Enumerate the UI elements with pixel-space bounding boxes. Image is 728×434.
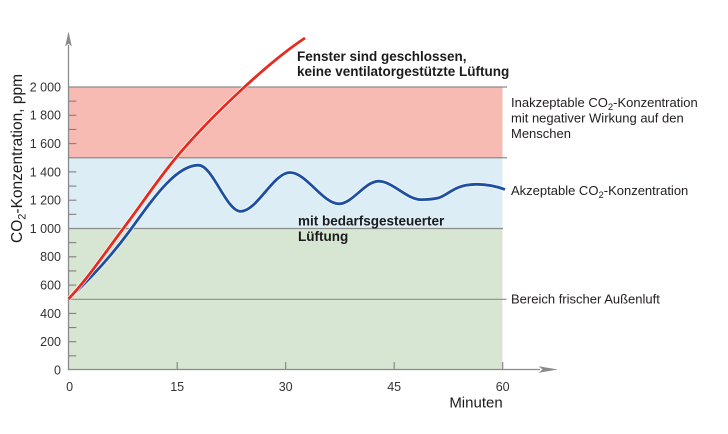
svg-text:keine ventilatorgestützte Lüft: keine ventilatorgestützte Lüftung (297, 64, 509, 79)
svg-text:1 800: 1 800 (30, 109, 61, 123)
svg-text:Bereich frischer Außenluft: Bereich frischer Außenluft (511, 292, 660, 307)
svg-text:Akzeptable CO2-Konzentration: Akzeptable CO2-Konzentration (511, 183, 688, 201)
svg-text:1 400: 1 400 (30, 165, 61, 179)
svg-text:200: 200 (40, 335, 61, 349)
svg-text:Lüftung: Lüftung (298, 229, 348, 244)
svg-text:2 000: 2 000 (30, 80, 61, 94)
svg-text:Minuten: Minuten (449, 395, 502, 412)
svg-text:CO2-Konzentration, ppm: CO2-Konzentration, ppm (9, 74, 29, 243)
svg-text:400: 400 (40, 307, 61, 321)
svg-text:1 200: 1 200 (30, 194, 61, 208)
svg-text:mit bedarfsgesteuerter: mit bedarfsgesteuerter (298, 213, 445, 228)
svg-text:1 600: 1 600 (30, 137, 61, 151)
svg-text:Inakzeptable CO2-Konzentration: Inakzeptable CO2-Konzentration (511, 95, 698, 113)
svg-text:1 000: 1 000 (30, 222, 61, 236)
svg-text:30: 30 (279, 380, 293, 394)
svg-text:15: 15 (170, 380, 184, 394)
svg-text:mit negativer Wirkung auf den: mit negativer Wirkung auf den (511, 111, 684, 126)
svg-text:800: 800 (40, 250, 61, 264)
svg-text:45: 45 (387, 380, 401, 394)
svg-text:0: 0 (54, 363, 61, 377)
svg-text:600: 600 (40, 279, 61, 293)
svg-text:Menschen: Menschen (511, 126, 571, 141)
svg-text:Fenster sind geschlossen,: Fenster sind geschlossen, (297, 49, 467, 64)
svg-text:60: 60 (496, 380, 510, 394)
svg-text:0: 0 (66, 380, 73, 394)
